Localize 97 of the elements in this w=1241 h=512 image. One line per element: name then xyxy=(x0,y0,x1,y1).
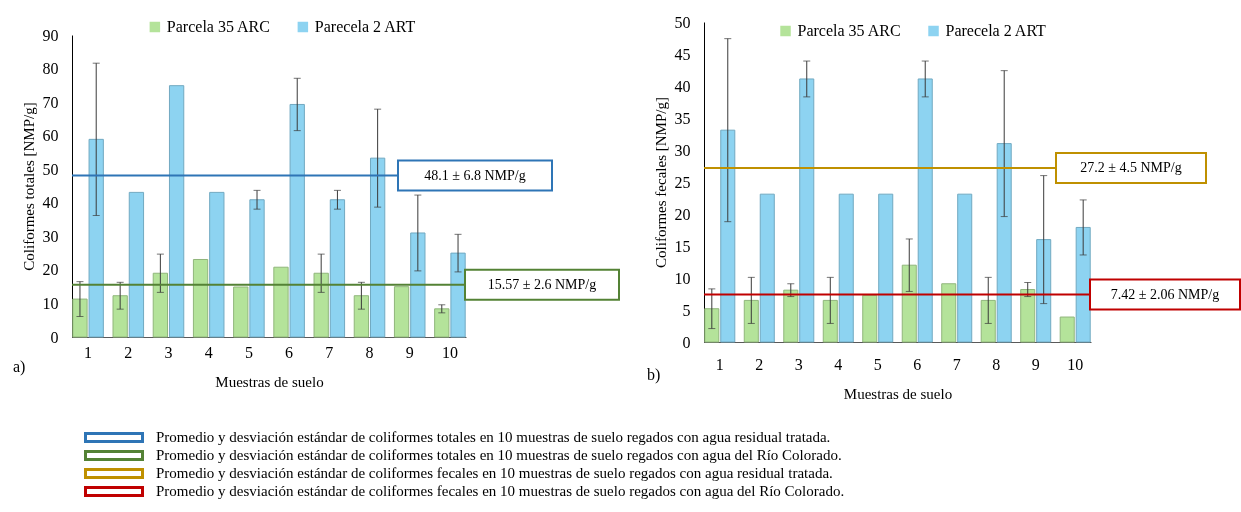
y-tick-label: 10 xyxy=(42,294,59,312)
bar xyxy=(1036,239,1052,343)
y-tick-label: 25 xyxy=(674,173,691,191)
x-tick-label: 3 xyxy=(164,343,173,361)
y-tick-label: 5 xyxy=(682,301,691,319)
text: Promedio y desviación estándar de coliformes totales en 10 muestras de suelo regados con agua del Río Colorado. xyxy=(156,446,842,464)
x-tick-label: 6 xyxy=(285,343,294,361)
legend-label: Parcela 35 ARC xyxy=(166,18,270,35)
bar xyxy=(862,294,878,343)
bar xyxy=(838,193,854,343)
x-tick-label: 4 xyxy=(834,355,843,373)
legend-label: Parecela 2 ART xyxy=(945,22,1047,39)
bar xyxy=(192,258,209,338)
bar xyxy=(313,272,329,338)
y-tick-label: 30 xyxy=(42,227,59,245)
bar xyxy=(720,129,736,343)
ref-line-label: 27.2 ± 4.5 NMP/g xyxy=(1080,159,1182,175)
y-tick-label: 10 xyxy=(674,269,691,287)
bar xyxy=(152,272,169,338)
bar xyxy=(878,193,894,343)
ref-line-label: 48.1 ± 6.8 NMP/g xyxy=(424,167,526,183)
y-tick-label: 20 xyxy=(674,205,691,223)
y-axis-title: Coliformes fecales [NMP/g] xyxy=(652,97,669,268)
y-tick-label: 30 xyxy=(674,141,691,159)
bar xyxy=(1020,289,1036,343)
x-tick-label: 7 xyxy=(952,355,961,373)
bar xyxy=(822,299,838,343)
y-tick-label: 15 xyxy=(674,237,691,255)
bar xyxy=(410,232,426,338)
text: Promedio y desviación estándar de coliformes fecales en 10 muestras de suelo regados con agua residual tratada. xyxy=(156,464,833,482)
bar xyxy=(273,266,289,338)
bar xyxy=(88,138,104,338)
bar xyxy=(1075,226,1091,343)
bar xyxy=(759,193,775,343)
x-tick-label: 10 xyxy=(1067,355,1084,373)
bar xyxy=(249,199,265,338)
bar xyxy=(329,199,346,338)
text: Promedio y desviación estándar de coliformes totales en 10 muestras de suelo regados con agua residual tratada. xyxy=(156,428,831,446)
bar xyxy=(233,286,249,338)
y-tick-label: 40 xyxy=(42,194,59,212)
y-tick-label: 70 xyxy=(42,93,59,111)
x-tick-label: 6 xyxy=(913,355,922,373)
bar xyxy=(353,295,370,338)
ref-line-label: 15.57 ± 2.6 NMP/g xyxy=(487,276,597,292)
x-tick-label: 1 xyxy=(84,343,93,361)
x-tick-label: 2 xyxy=(755,355,764,373)
y-tick-label: 50 xyxy=(42,160,59,178)
y-tick-label: 60 xyxy=(42,127,59,145)
bar xyxy=(450,252,466,338)
y-tick-label: 0 xyxy=(50,328,59,346)
y-tick-label: 90 xyxy=(42,26,59,44)
y-tick-label: 80 xyxy=(42,60,59,78)
bar xyxy=(369,157,386,338)
y-axis-title: Coliformes totales [NMP/g] xyxy=(20,102,37,271)
x-tick-label: 7 xyxy=(325,343,334,361)
bar xyxy=(112,295,128,338)
bar xyxy=(209,191,225,338)
legend-label: Parecela 2 ART xyxy=(314,18,416,35)
ref-line-label: 7.42 ± 2.06 NMP/g xyxy=(1110,286,1220,302)
bar xyxy=(957,193,973,343)
y-tick-label: 50 xyxy=(674,13,691,31)
bar xyxy=(799,78,815,343)
bar xyxy=(168,85,185,338)
bar xyxy=(980,299,996,343)
text: a) xyxy=(13,358,26,376)
x-tick-label: 10 xyxy=(441,343,458,361)
x-tick-label: 3 xyxy=(794,355,803,373)
y-tick-label: 20 xyxy=(42,261,59,279)
bar xyxy=(901,264,917,343)
bar xyxy=(704,308,720,343)
x-tick-label: 8 xyxy=(992,355,1001,373)
x-tick-label: 1 xyxy=(715,355,724,373)
x-axis-title: Muestras de suelo xyxy=(843,385,953,402)
text: Promedio y desviación estándar de coliformes fecales en 10 muestras de suelo regados con agua del Río Colorado. xyxy=(156,482,845,500)
bar xyxy=(917,78,933,343)
x-tick-label: 8 xyxy=(365,343,374,361)
y-tick-label: 0 xyxy=(682,333,691,351)
x-tick-label: 9 xyxy=(1031,355,1040,373)
y-tick-label: 35 xyxy=(674,109,691,127)
bar xyxy=(783,289,799,343)
y-tick-label: 45 xyxy=(674,45,691,63)
x-tick-label: 4 xyxy=(204,343,213,361)
bar xyxy=(289,103,305,338)
x-tick-label: 5 xyxy=(244,343,253,361)
x-tick-label: 5 xyxy=(873,355,882,373)
y-tick-label: 40 xyxy=(674,77,691,95)
bar xyxy=(996,143,1012,343)
bar xyxy=(1059,316,1075,343)
bar xyxy=(128,191,145,338)
x-tick-label: 9 xyxy=(405,343,414,361)
x-axis-title: Muestras de suelo xyxy=(215,373,324,390)
bar xyxy=(743,299,759,343)
bar xyxy=(393,286,410,338)
x-tick-label: 2 xyxy=(124,343,133,361)
legend-label: Parcela 35 ARC xyxy=(797,22,901,39)
bar xyxy=(941,283,957,343)
text: b) xyxy=(647,366,661,384)
